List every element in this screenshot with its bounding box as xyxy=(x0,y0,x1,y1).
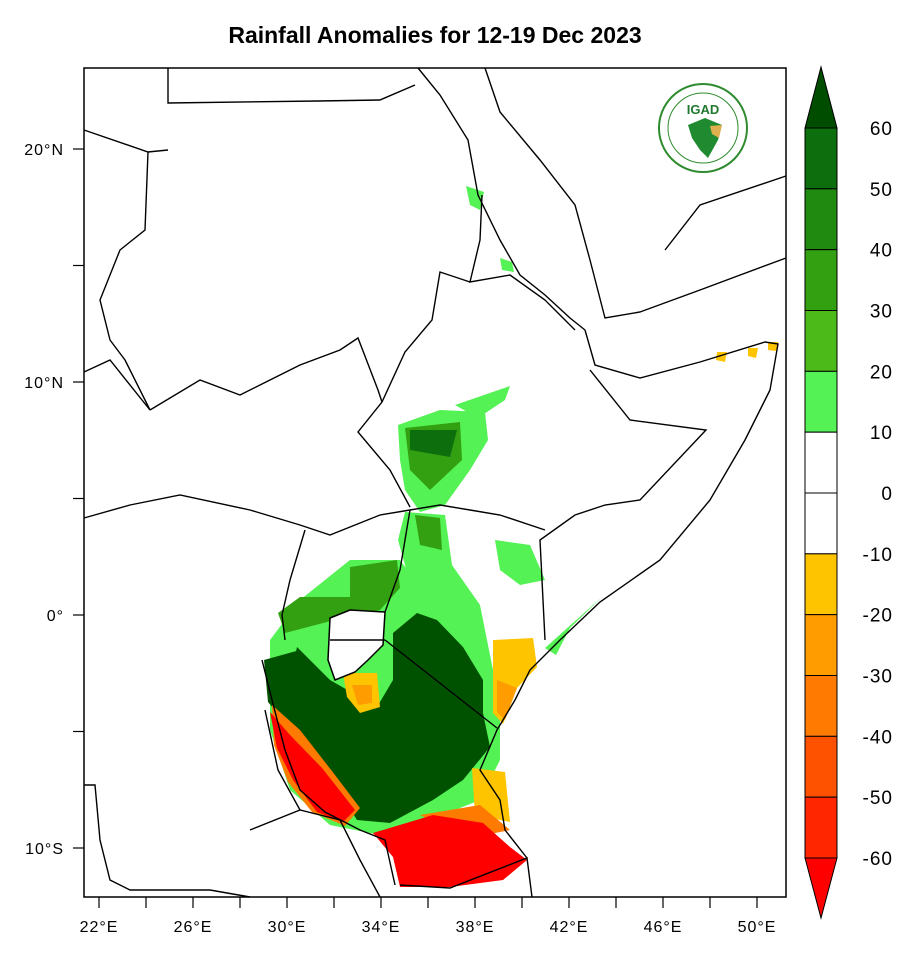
coastline-red-sea-west xyxy=(417,67,586,331)
border-tanzania-west xyxy=(261,659,396,886)
map-axes: 22°E 26°E 30°E 34°E 38°E 42°E 46°E 50°E 20°N 10°N… xyxy=(24,142,777,936)
anomaly-patch-somalia-dry xyxy=(716,342,778,362)
colorbar-label: -20 xyxy=(863,606,893,627)
colorbar-box xyxy=(804,188,838,251)
colorbar-label: 30 xyxy=(870,302,893,323)
colorbar-label: 60 xyxy=(870,119,893,140)
x-tick-label: 26°E xyxy=(174,919,213,936)
colorbar-over-triangle xyxy=(804,65,838,129)
border-sudan-south-sudan xyxy=(149,336,383,411)
svg-text:IGAD: IGAD xyxy=(687,102,720,117)
border-uganda-drc xyxy=(281,529,306,641)
colorbar-box xyxy=(804,249,838,312)
x-tick-label: 38°E xyxy=(456,919,495,936)
colorbar-box xyxy=(804,370,838,433)
coastline-horn xyxy=(479,329,779,859)
border-ethiopia-kenya xyxy=(409,504,546,531)
colorbar-box xyxy=(804,431,838,494)
colorbar-box xyxy=(804,553,838,616)
colorbar-label: -50 xyxy=(863,788,893,809)
y-tick-label: 10°S xyxy=(25,841,64,858)
colorbar-label: -30 xyxy=(863,667,893,688)
colorbar-label: 10 xyxy=(870,423,893,444)
anomaly-patch-south-red xyxy=(373,815,527,887)
colorbar-box xyxy=(804,675,838,737)
colorbar-label: 40 xyxy=(870,241,893,262)
colorbar-box xyxy=(804,310,838,372)
colorbar: 60 50 40 30 20 10 0 -10 -20 -30 -40 -50 -60 xyxy=(804,65,893,920)
colorbar-box xyxy=(804,492,838,555)
y-tick-label: 10°N xyxy=(24,375,64,392)
colorbar-box xyxy=(804,127,838,190)
border-mozambique xyxy=(399,857,533,898)
border-chad-car xyxy=(83,359,151,411)
colorbar-label: 20 xyxy=(870,362,893,383)
border-zambia xyxy=(249,809,381,898)
y-tick-label: 20°N xyxy=(24,142,64,159)
anomaly-patch-ethiopia-dark xyxy=(410,430,457,457)
colorbar-box xyxy=(804,735,838,798)
anomaly-patch-main-dark xyxy=(283,613,490,823)
anomaly-patch-ethiopia-strip xyxy=(455,386,510,418)
anomaly-patch-kenya-east xyxy=(495,540,545,585)
border-zambia-drc xyxy=(84,784,251,898)
border-chad-sudan xyxy=(99,151,151,411)
anomaly-patch-kenya-mid xyxy=(415,515,442,550)
x-tick-label: 50°E xyxy=(738,919,777,936)
border-egypt-sudan xyxy=(167,68,416,104)
y-tick-label: 0° xyxy=(47,608,64,625)
anomaly-patch-rwanda-burundi xyxy=(264,650,306,722)
border-south-sudan-south xyxy=(83,494,411,536)
border-ethiopia-west xyxy=(357,271,471,508)
x-tick-label: 42°E xyxy=(550,919,589,936)
x-tick-label: 34°E xyxy=(362,919,401,936)
igad-logo: IGAD xyxy=(658,83,748,173)
map-frame xyxy=(83,67,787,898)
anomaly-patch-kenya-coast-dry2 xyxy=(497,680,517,720)
x-tick-label: 46°E xyxy=(644,919,683,936)
anomaly-patch-uganda xyxy=(278,560,400,633)
anomaly-patch-west-red xyxy=(270,712,355,822)
anomaly-fields xyxy=(264,186,778,887)
anomaly-patch-victoria-dry2 xyxy=(352,685,372,705)
x-tick-label: 30°E xyxy=(268,919,307,936)
border-kenya-tanzania xyxy=(384,639,498,729)
border-eritrea xyxy=(469,194,576,331)
border-uganda-kenya xyxy=(384,509,411,613)
lake-victoria xyxy=(327,609,386,681)
colorbar-label: -60 xyxy=(863,849,893,870)
colorbar-box xyxy=(804,796,838,859)
colorbar-label: 50 xyxy=(870,180,893,201)
anomaly-patch-eritrea xyxy=(466,186,514,272)
x-tick-label: 22°E xyxy=(80,919,119,936)
colorbar-label: -10 xyxy=(863,545,893,566)
border-libya-chad xyxy=(83,129,169,153)
border-ethiopia-somalia xyxy=(539,369,708,641)
map-title: Rainfall Anomalies for 12-19 Dec 2023 xyxy=(228,22,642,48)
colorbar-under-triangle xyxy=(804,857,838,920)
border-arabia xyxy=(664,175,787,251)
border-drc-west xyxy=(264,709,301,811)
colorbar-box xyxy=(804,614,838,677)
coastline-arabia xyxy=(484,67,787,319)
country-borders xyxy=(83,67,787,898)
colorbar-label: -40 xyxy=(863,727,893,748)
colorbar-label: 0 xyxy=(881,484,893,505)
